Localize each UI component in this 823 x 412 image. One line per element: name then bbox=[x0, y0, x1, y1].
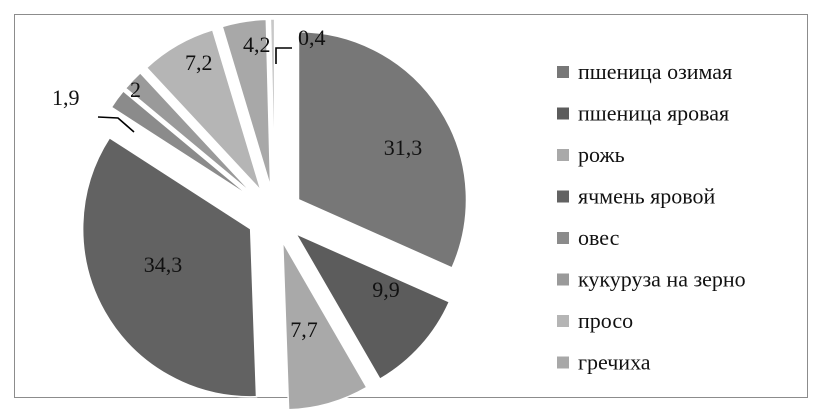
pie-slices bbox=[81, 18, 468, 411]
legend-swatch-8 bbox=[557, 356, 569, 369]
slice-label-5: 1,9 bbox=[52, 85, 80, 110]
legend-swatch-7 bbox=[557, 315, 569, 327]
legend-label-4: ячмень яровой bbox=[578, 184, 716, 209]
legend: пшеница озимая пшеница яровая рожь ячмень я… bbox=[557, 59, 746, 375]
legend-label-3: рожь bbox=[578, 142, 625, 167]
slice-label-2: 9,9 bbox=[372, 277, 400, 302]
legend-swatch-2 bbox=[557, 107, 569, 120]
legend-label-1: пшеница озимая bbox=[578, 59, 732, 84]
slice-label-8: 4,2 bbox=[243, 32, 271, 57]
legend-label-5: овес bbox=[578, 225, 620, 250]
legend-swatch-1 bbox=[557, 66, 569, 78]
slice-labels: 31,3 9,9 7,7 34,3 1,9 2 7,2 4,2 0,4 bbox=[52, 25, 422, 342]
legend-swatch-5 bbox=[557, 232, 569, 244]
legend-swatch-6 bbox=[557, 273, 569, 286]
legend-label-2: пшеница яровая bbox=[578, 101, 729, 126]
pie-slice-9 bbox=[269, 18, 276, 188]
slice-label-1: 31,3 bbox=[384, 135, 423, 160]
slice-label-9: 0,4 bbox=[298, 25, 326, 50]
leader-lines bbox=[97, 47, 292, 133]
pie-slice-5 bbox=[110, 89, 253, 200]
pie-slice-4 bbox=[81, 136, 258, 398]
pie-slice-3 bbox=[281, 241, 368, 411]
pie-slice-7 bbox=[145, 28, 262, 192]
legend-label-6: кукуруза на зерно bbox=[578, 267, 746, 292]
legend-swatch-4 bbox=[557, 190, 569, 203]
legend-swatch-3 bbox=[557, 149, 569, 161]
leader-line-9 bbox=[275, 47, 292, 64]
pie-slice-1 bbox=[297, 30, 468, 269]
pie-slice-6 bbox=[124, 71, 256, 197]
slice-label-4: 34,3 bbox=[144, 252, 183, 277]
pie-slice-2 bbox=[294, 232, 451, 381]
slice-label-3: 7,7 bbox=[290, 317, 318, 342]
legend-label-8: гречиха bbox=[578, 350, 651, 375]
leader-line-5 bbox=[97, 116, 135, 133]
legend-label-7: просо bbox=[578, 308, 633, 333]
slice-label-7: 7,2 bbox=[185, 50, 213, 75]
slice-label-6: 2 bbox=[130, 77, 141, 102]
pie-slice-8 bbox=[221, 18, 272, 188]
